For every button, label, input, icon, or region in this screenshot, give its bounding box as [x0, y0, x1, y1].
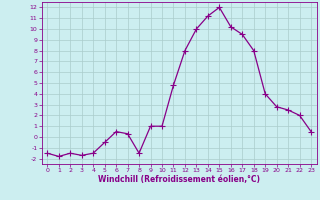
- X-axis label: Windchill (Refroidissement éolien,°C): Windchill (Refroidissement éolien,°C): [98, 175, 260, 184]
